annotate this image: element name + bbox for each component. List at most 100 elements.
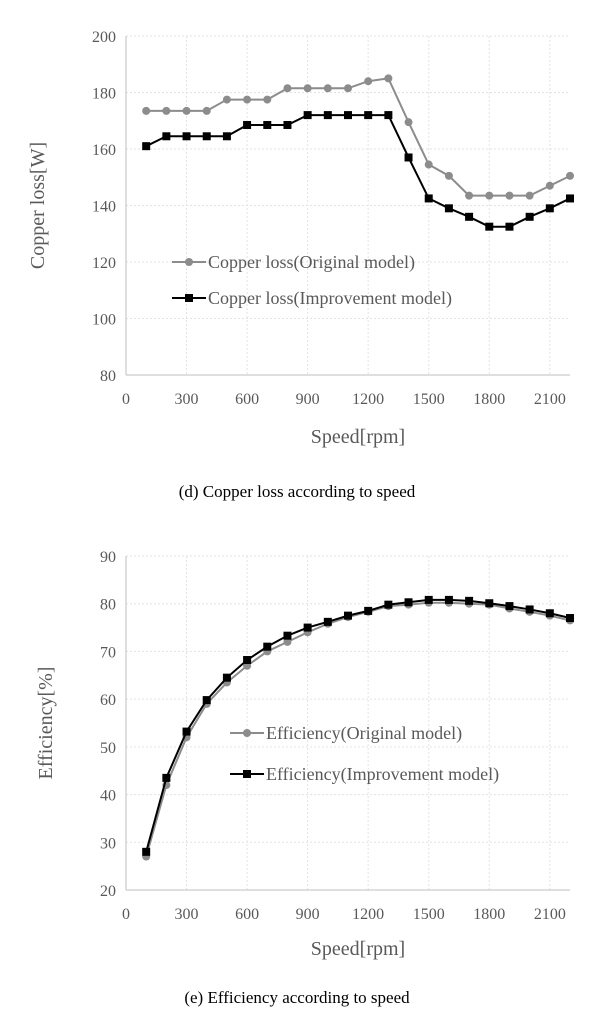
data-point [162, 773, 171, 782]
y-tick-label: 80 [100, 368, 116, 385]
figure-caption: (d) Copper loss according to speed [179, 482, 416, 501]
data-point [202, 696, 211, 705]
x-tick-label: 1200 [352, 391, 384, 408]
x-tick-label: 600 [235, 391, 259, 408]
y-tick-label: 90 [100, 549, 116, 566]
data-point [525, 212, 534, 221]
data-point [545, 204, 554, 213]
data-point [142, 142, 151, 151]
legend-marker [185, 258, 193, 266]
y-tick-label: 30 [100, 835, 116, 852]
data-point [465, 596, 474, 605]
data-point [283, 631, 292, 640]
data-point [545, 181, 554, 190]
y-axis-title: Copper loss[W] [27, 142, 49, 269]
data-point [505, 602, 514, 611]
legend-label: Copper loss(Original model) [208, 252, 415, 273]
data-point [303, 111, 312, 120]
data-point [545, 609, 554, 618]
x-tick-label: 1500 [413, 906, 445, 923]
data-point [222, 673, 231, 682]
data-point [424, 160, 433, 169]
y-axis-title: Efficiency[%] [35, 667, 57, 780]
data-point [404, 153, 413, 162]
x-tick-label: 300 [175, 906, 199, 923]
x-tick-label: 1800 [473, 391, 505, 408]
legend-marker [243, 770, 251, 778]
series-line-1 [145, 114, 571, 228]
data-point [364, 77, 373, 86]
x-axis-title: Speed[rpm] [311, 426, 405, 448]
y-tick-label: 70 [100, 644, 116, 661]
y-tick-label: 50 [100, 740, 116, 757]
data-point [142, 847, 151, 856]
figure-caption: (e) Efficiency according to speed [184, 988, 410, 1007]
efficiency-chart: 90 80 70 60 50 40 30 20 0 300 600 900 1200 1500 1800 21… [35, 549, 574, 1007]
data-point [202, 132, 211, 141]
data-point [162, 106, 171, 115]
series-line-0 [146, 77, 571, 197]
data-point [303, 84, 312, 93]
data-point [505, 222, 514, 231]
y-tick-label: 60 [100, 692, 116, 709]
y-tick-label: 40 [100, 788, 116, 805]
data-point [444, 595, 453, 604]
data-point [182, 132, 191, 141]
data-point [323, 111, 332, 120]
data-point [263, 95, 272, 104]
y-tick-label: 20 [100, 883, 116, 900]
data-point [263, 642, 272, 651]
data-point [344, 111, 352, 120]
y-tick-label: 180 [92, 86, 116, 103]
x-tick-label: 2100 [534, 391, 566, 408]
data-point [344, 611, 352, 620]
data-point [323, 84, 332, 93]
data-point [384, 111, 393, 120]
x-tick-label: 1200 [352, 906, 384, 923]
legend-marker [185, 294, 193, 302]
data-point [525, 605, 534, 614]
data-point [424, 595, 433, 604]
data-point [444, 204, 453, 213]
data-point [202, 106, 211, 115]
y-tick-label: 160 [92, 142, 116, 159]
y-tick-label: 200 [92, 29, 116, 46]
data-point [485, 222, 494, 231]
data-point [182, 106, 191, 115]
data-point [566, 614, 574, 623]
data-point [566, 171, 574, 180]
x-tick-label: 900 [296, 906, 320, 923]
data-point [283, 120, 292, 129]
legend-label: Copper loss(Improvement model) [208, 288, 452, 309]
data-point [344, 84, 352, 93]
data-point [364, 111, 373, 120]
data-point [465, 212, 474, 221]
data-point [243, 95, 252, 104]
data-point [424, 194, 433, 203]
data-point [566, 194, 574, 203]
x-tick-label: 0 [122, 906, 130, 923]
copper-loss-chart: 200 180 160 140 120 100 80 0 300 600 900 1200 1500 18… [27, 29, 574, 501]
data-point [485, 191, 494, 200]
data-point [404, 598, 413, 607]
data-point [384, 74, 393, 83]
x-tick-label: 600 [235, 906, 259, 923]
x-axis-title: Speed[rpm] [311, 938, 405, 960]
data-point [465, 191, 474, 200]
data-point [222, 95, 231, 104]
data-point [525, 191, 534, 200]
x-tick-label: 900 [296, 391, 320, 408]
data-point [283, 84, 292, 93]
data-point [222, 132, 231, 141]
y-tick-label: 140 [92, 199, 116, 216]
data-point [162, 132, 171, 141]
data-point [243, 656, 252, 665]
data-point [364, 606, 373, 615]
data-point [384, 600, 393, 609]
data-point [142, 106, 151, 115]
y-tick-label: 100 [92, 312, 116, 329]
x-tick-label: 1800 [473, 906, 505, 923]
data-point [323, 617, 332, 626]
legend-label: Efficiency(Improvement model) [266, 764, 499, 785]
